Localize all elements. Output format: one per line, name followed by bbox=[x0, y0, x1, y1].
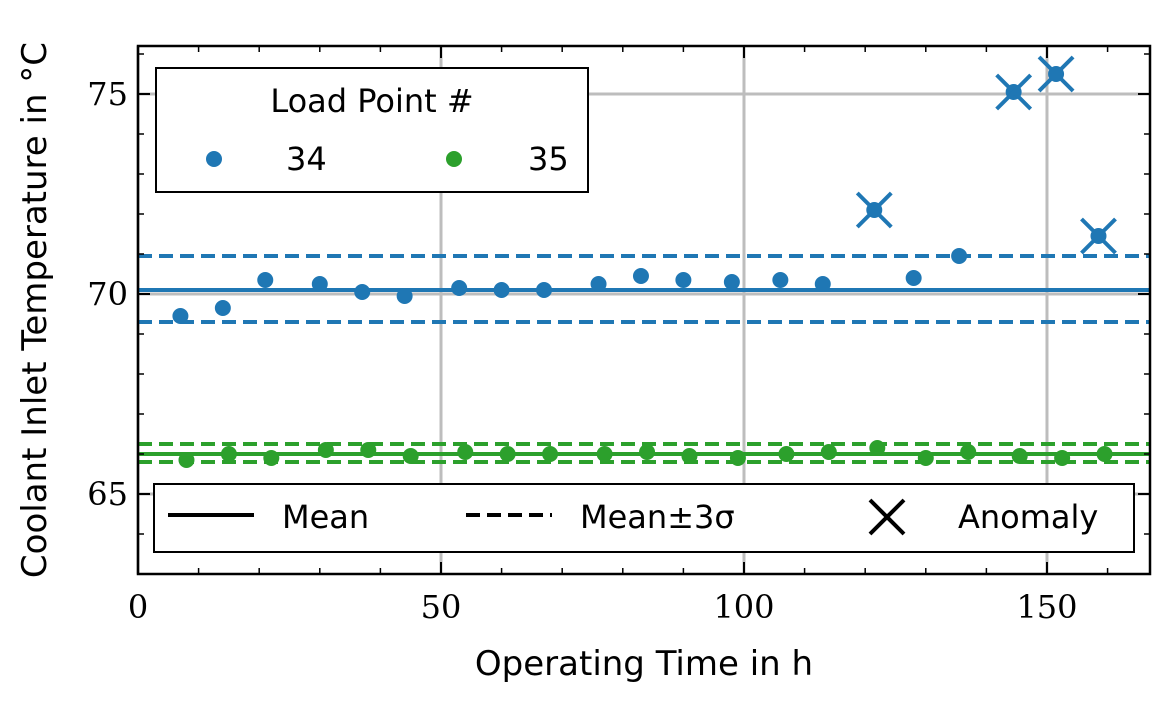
data-point-34 bbox=[493, 282, 510, 298]
data-point-35 bbox=[499, 446, 516, 462]
series-legend: Load Point # 34 35 bbox=[155, 67, 589, 193]
data-point-35 bbox=[917, 450, 934, 466]
data-point-35 bbox=[820, 444, 837, 460]
data-point-34 bbox=[536, 282, 553, 298]
legend-title: Load Point # bbox=[270, 82, 473, 120]
data-point-35 bbox=[778, 446, 795, 462]
data-point-34 bbox=[396, 288, 413, 304]
data-point-35 bbox=[402, 448, 419, 464]
legend-anomaly-marker bbox=[868, 498, 906, 536]
legend-bounds-label: Mean±3σ bbox=[580, 498, 735, 536]
legend-anomaly-label: Anomaly bbox=[958, 498, 1098, 536]
anomaly-cross-b-34 bbox=[995, 73, 1033, 111]
data-point-35 bbox=[596, 446, 613, 462]
axis-ticks: 0 50 100 150 65 70 75 bbox=[87, 46, 1150, 626]
series-35 bbox=[138, 440, 1150, 468]
series-34 bbox=[138, 55, 1150, 324]
data-point-35 bbox=[360, 442, 377, 458]
y-axis-label: Coolant Inlet Temperature in °C bbox=[15, 42, 55, 578]
style-legend: Mean Mean±3σ Anomaly bbox=[153, 483, 1135, 553]
data-point-34 bbox=[632, 268, 649, 284]
data-point-35 bbox=[457, 444, 474, 460]
data-point-35 bbox=[178, 452, 195, 468]
y-tick-label: 70 bbox=[87, 275, 128, 313]
anomaly-cross-b-34 bbox=[1080, 217, 1117, 255]
x-tick-label: 0 bbox=[128, 588, 148, 626]
data-point-35 bbox=[681, 448, 698, 464]
data-point-35 bbox=[220, 446, 237, 462]
data-point-35 bbox=[1096, 446, 1113, 462]
series-legend-box bbox=[155, 67, 589, 193]
x-tick-label: 50 bbox=[421, 588, 462, 626]
legend-label-34: 34 bbox=[286, 140, 327, 178]
anomaly-cross-b-34 bbox=[1037, 55, 1075, 93]
x-tick-label: 150 bbox=[1016, 588, 1077, 626]
data-point-34 bbox=[354, 284, 371, 300]
plot-frame bbox=[136, 44, 1152, 576]
x-tick-label: 100 bbox=[713, 588, 774, 626]
x-axis-label: Operating Time in h bbox=[475, 644, 813, 684]
data-point-34 bbox=[214, 300, 231, 316]
legend-label-35: 35 bbox=[528, 140, 569, 178]
data-point-35 bbox=[542, 446, 559, 462]
data-point-34 bbox=[905, 270, 922, 286]
data-point-34 bbox=[257, 272, 274, 288]
data-point-34 bbox=[951, 248, 968, 264]
data-point-35 bbox=[263, 450, 280, 466]
data-point-34 bbox=[590, 276, 607, 292]
legend-marker-34 bbox=[206, 151, 222, 167]
data-point-34 bbox=[172, 308, 189, 324]
data-point-35 bbox=[960, 444, 977, 460]
style-legend-box bbox=[153, 483, 1135, 553]
plot-area bbox=[138, 55, 1150, 468]
data-point-35 bbox=[1011, 448, 1028, 464]
data-point-35 bbox=[317, 442, 334, 458]
anomaly-cross-b-34 bbox=[855, 191, 893, 229]
y-tick-label: 75 bbox=[87, 75, 128, 113]
data-point-35 bbox=[729, 450, 746, 466]
legend-mean-label: Mean bbox=[282, 498, 369, 536]
data-point-34 bbox=[311, 276, 328, 292]
data-point-35 bbox=[869, 440, 886, 456]
data-point-35 bbox=[1054, 450, 1071, 466]
data-point-34 bbox=[772, 272, 789, 288]
data-point-34 bbox=[451, 280, 468, 296]
y-tick-label: 65 bbox=[87, 475, 128, 513]
legend-marker-35 bbox=[446, 151, 462, 167]
data-point-34 bbox=[814, 276, 831, 292]
data-point-34 bbox=[675, 272, 692, 288]
data-point-34 bbox=[723, 274, 740, 290]
data-point-35 bbox=[639, 444, 656, 460]
